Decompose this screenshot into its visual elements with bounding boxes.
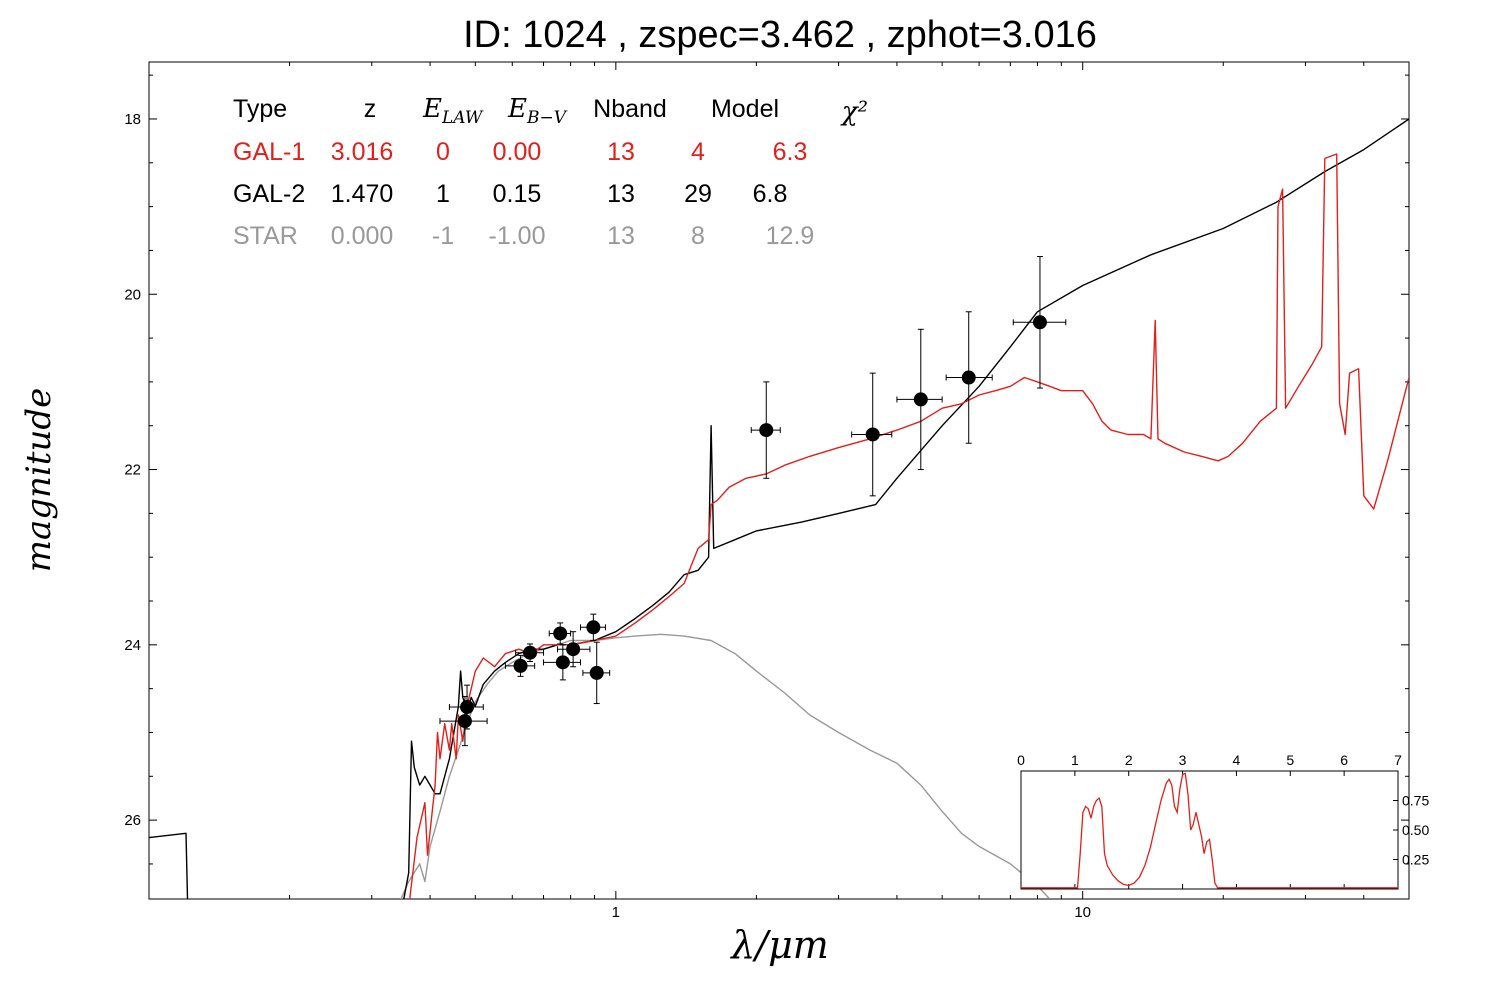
observation-point — [750, 381, 781, 479]
data-marker — [555, 655, 570, 670]
table-cell-chi2: 6.3 — [773, 138, 808, 166]
observation-point — [945, 311, 993, 444]
table-cell-elaw: 0 — [436, 138, 450, 166]
inset-y-tick-label: 0.50 — [1402, 822, 1429, 838]
y-tick-label: 26 — [124, 812, 141, 829]
ebv-sub: B−V — [526, 108, 568, 128]
data-marker — [553, 626, 568, 641]
observation-point — [1012, 256, 1067, 389]
observation-point — [557, 631, 591, 668]
table-cell-ebv: 0.00 — [493, 138, 542, 166]
data-marker — [865, 427, 880, 442]
data-marker — [513, 658, 528, 673]
inset-x-tick-label: 3 — [1179, 752, 1187, 768]
inset-y-tick-label: 0.75 — [1402, 793, 1429, 809]
observation-point — [439, 696, 488, 747]
elaw-sub: LAW — [441, 108, 484, 128]
inset-pdf-line — [1021, 772, 1398, 889]
data-marker — [566, 642, 581, 657]
table-cell-ebv: -1.00 — [489, 222, 546, 250]
table-cell-elaw: -1 — [432, 222, 454, 250]
table-cell-nband: 13 — [607, 138, 635, 166]
y-tick-label: 18 — [124, 111, 141, 128]
data-marker — [1032, 315, 1047, 330]
table-cell-model: 4 — [691, 138, 705, 166]
table-cell-chi2: 6.8 — [753, 180, 788, 208]
table-cell-type: GAL-1 — [233, 138, 305, 166]
redshift-pdf-inset: 0 1 2 3 4 5 6 7 0.25 0.50 0.75 — [1017, 752, 1429, 890]
table-cell-type: GAL-2 — [233, 180, 305, 208]
inset-x-tick-label: 6 — [1340, 752, 1348, 768]
x-tick-label: 1 — [612, 904, 620, 921]
inset-y-tick-label: 0.25 — [1402, 852, 1429, 868]
table-cell-z: 3.016 — [331, 138, 394, 166]
series-star-line — [400, 633, 1051, 899]
table-header-ebv: EB−V — [507, 94, 568, 128]
table-header-elaw: ELAW — [422, 94, 484, 128]
data-marker — [589, 665, 604, 680]
y-tick-label: 24 — [124, 637, 141, 654]
table-header-z: z — [364, 95, 377, 123]
y-axis-label: magnitude — [19, 388, 59, 573]
y-tick-label: 22 — [124, 462, 141, 479]
x-axis-label: λ/μm — [729, 923, 829, 967]
observation-point — [504, 654, 536, 677]
data-marker — [759, 423, 774, 438]
observation-point — [582, 641, 611, 705]
table-header-nband: Nband — [593, 95, 667, 123]
observation-point — [543, 644, 581, 681]
observation-point — [548, 622, 572, 645]
inset-x-tick-label: 4 — [1233, 752, 1241, 768]
observations-layer — [439, 256, 1067, 747]
table-cell-ebv: 0.15 — [493, 180, 542, 208]
plot-frame — [148, 61, 1410, 900]
table-cell-nband: 13 — [607, 180, 635, 208]
data-marker — [586, 620, 601, 635]
table-header-type: Type — [233, 95, 287, 123]
chart-title: ID: 1024 , zspec=3.462 , zphot=3.016 — [463, 14, 1097, 56]
inset-x-tick-label: 7 — [1394, 752, 1402, 768]
table-header-model: Model — [711, 95, 779, 123]
inset-x-tick-label: 5 — [1286, 752, 1294, 768]
observation-point — [515, 643, 545, 662]
inset-x-tick-label: 0 — [1017, 752, 1025, 768]
observation-point — [851, 372, 893, 497]
y-tick-label: 20 — [124, 286, 141, 303]
data-marker — [913, 392, 928, 407]
table-cell-model: 29 — [684, 180, 712, 208]
x-tick-label: 10 — [1074, 904, 1091, 921]
table-cell-chi2: 12.9 — [766, 222, 815, 250]
table-cell-nband: 13 — [607, 222, 635, 250]
data-marker — [457, 714, 472, 729]
data-marker — [523, 645, 538, 660]
table-cell-type: STAR — [233, 222, 298, 250]
table-cell-z: 1.470 — [331, 180, 394, 208]
table-header-chi2: χ² — [840, 97, 868, 127]
observation-point — [896, 328, 943, 471]
inset-x-tick-label: 1 — [1071, 752, 1079, 768]
table-cell-model: 8 — [691, 222, 705, 250]
table-cell-elaw: 1 — [436, 180, 450, 208]
inset-frame — [1020, 770, 1399, 890]
inset-x-tick-label: 2 — [1125, 752, 1133, 768]
data-marker — [961, 370, 976, 385]
table-cell-z: 0.000 — [331, 222, 394, 250]
elaw-main: E — [422, 94, 442, 124]
data-marker — [460, 700, 475, 715]
observation-point — [579, 613, 606, 641]
ebv-main: E — [507, 94, 527, 124]
observation-point — [448, 684, 484, 730]
